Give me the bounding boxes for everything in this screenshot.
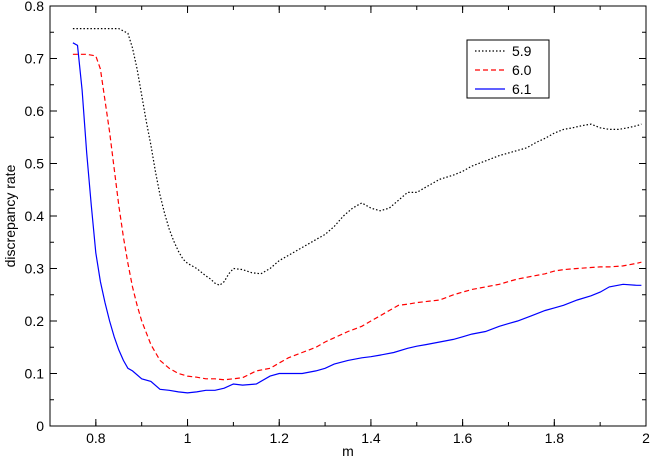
x-tick-label: 1.6 xyxy=(453,430,473,446)
x-tick-label: 1 xyxy=(184,430,192,446)
x-tick-label: 2 xyxy=(642,430,650,446)
x-tick-label: 1.4 xyxy=(361,430,381,446)
y-tick-label: 0.7 xyxy=(25,51,45,67)
y-tick-label: 0.6 xyxy=(25,103,45,119)
x-tick-label: 0.8 xyxy=(86,430,106,446)
x-axis-title: m xyxy=(342,443,354,459)
legend-label: 5.9 xyxy=(512,43,532,59)
legend-label: 6.0 xyxy=(512,62,532,78)
plot-area xyxy=(49,5,647,427)
y-tick-label: 0.2 xyxy=(25,313,45,329)
y-tick-label: 0.4 xyxy=(25,208,45,224)
y-tick-label: 0.8 xyxy=(25,0,45,14)
y-axis-title: discrepancy rate xyxy=(2,164,18,267)
series-line-6-1 xyxy=(72,42,642,394)
x-axis: 0.8 1 1.2 1.4 1.6 1.8 2 xyxy=(49,6,650,446)
y-tick-label: 0 xyxy=(36,418,44,434)
series-line-5-9 xyxy=(72,28,642,286)
y-tick-label: 0.5 xyxy=(25,156,45,172)
y-tick-label: 0.1 xyxy=(25,366,45,382)
y-tick-label: 0.3 xyxy=(25,261,45,277)
series-group xyxy=(72,28,642,394)
series-line-6-0 xyxy=(72,53,642,381)
x-tick-label: 1.2 xyxy=(269,430,289,446)
legend-box xyxy=(466,39,550,99)
x-tick-label: 1.8 xyxy=(545,430,565,446)
legend-label: 6.1 xyxy=(512,81,532,97)
legend: 5.9 6.0 6.1 xyxy=(466,39,550,99)
y-axis: 0 0.1 0.2 0.3 0.4 0.5 0.6 0.7 0.8 xyxy=(25,0,646,434)
